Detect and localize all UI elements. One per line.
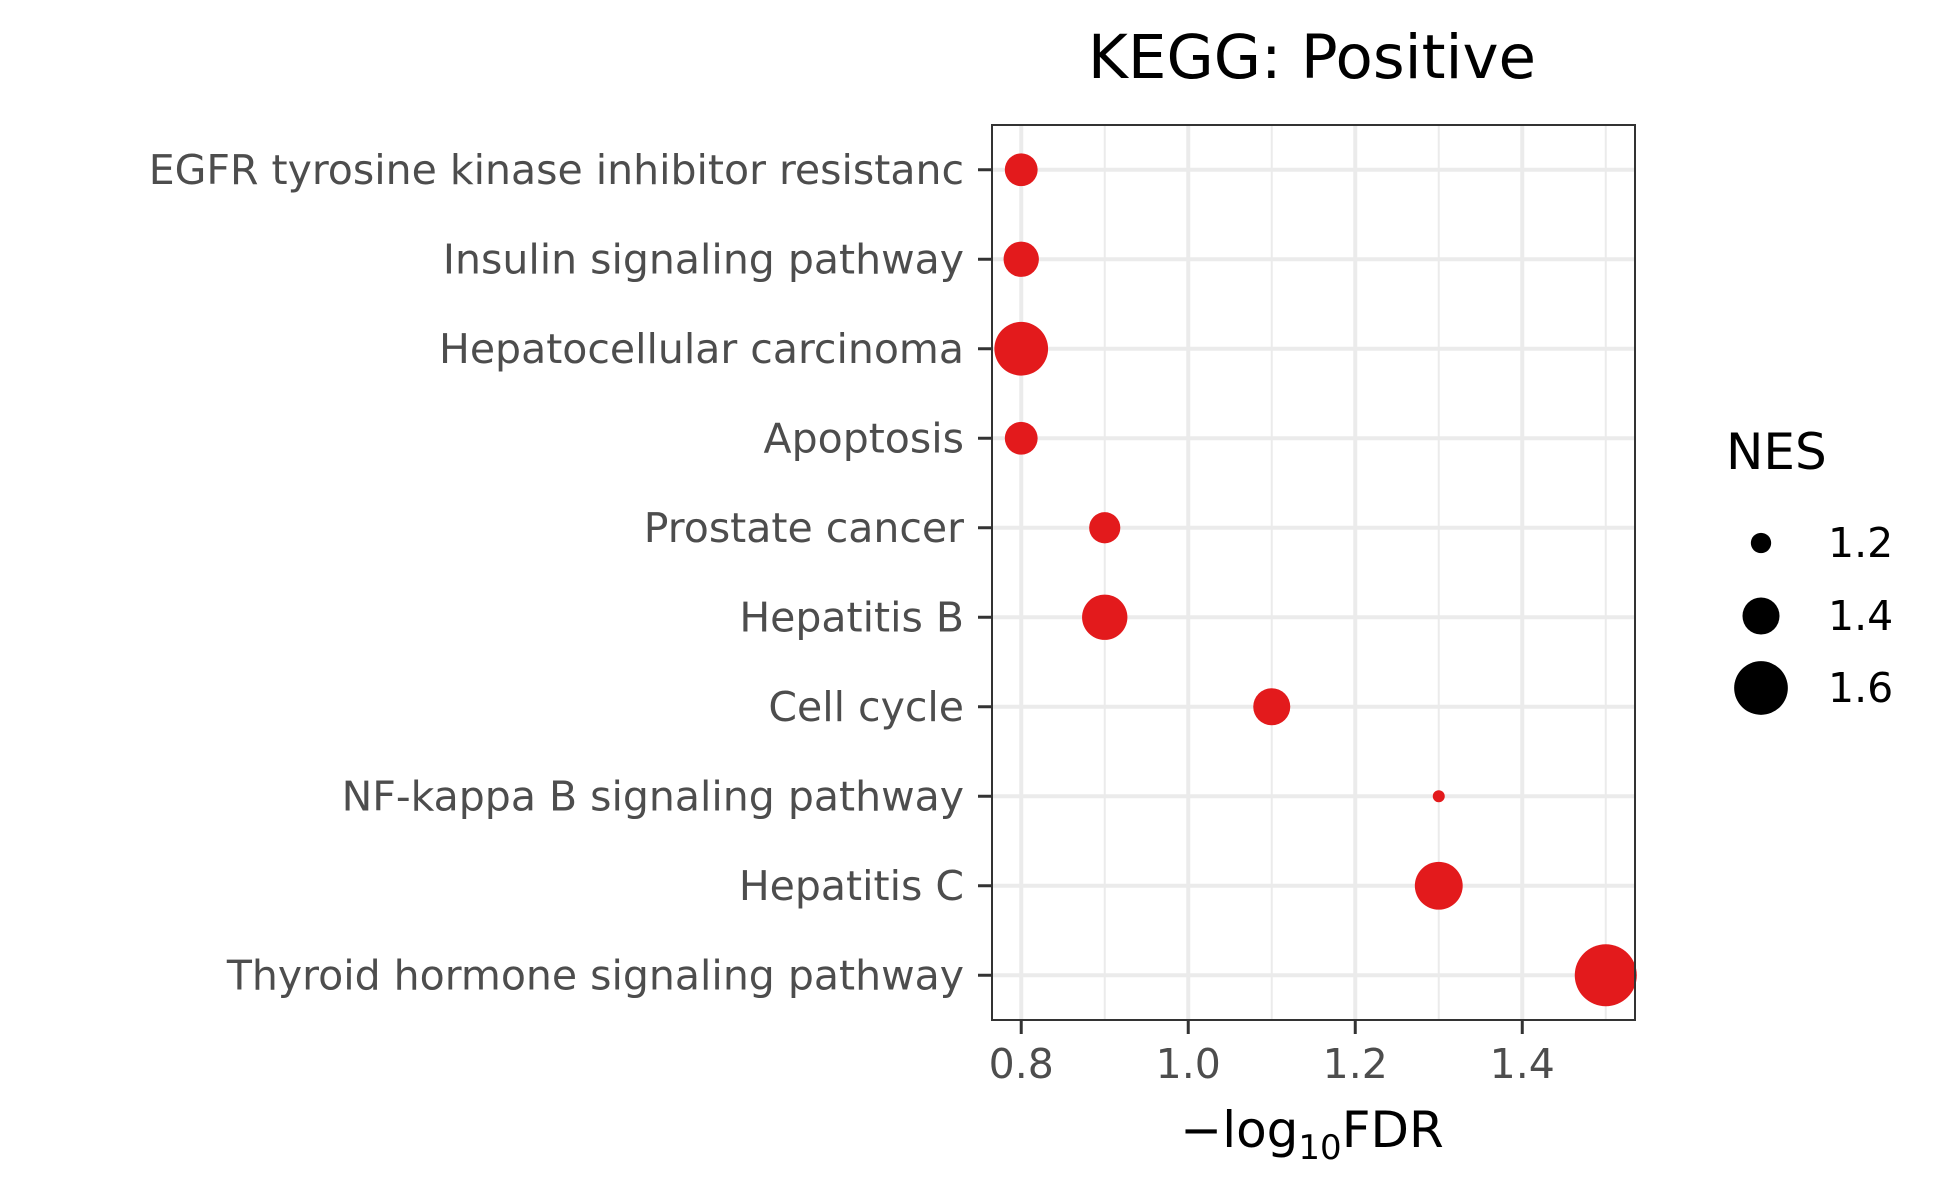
legend-label: 1.2 (1828, 519, 1893, 567)
panel-background (992, 125, 1635, 1020)
x-tick-label: 1.0 (1156, 1040, 1221, 1088)
category-label: Hepatocellular carcinoma (439, 325, 964, 373)
legend-key (1742, 597, 1780, 635)
legend-label: 1.4 (1828, 592, 1893, 640)
data-point (1004, 421, 1038, 455)
x-axis: 0.8 1.0 1.2 1.4 (989, 1020, 1555, 1088)
y-axis: EGFR tyrosine kinase inhibitor resistanc… (149, 146, 992, 999)
legend-key (1734, 661, 1788, 715)
category-label: Hepatitis B (739, 593, 964, 641)
data-point (1082, 594, 1128, 640)
legend-title: NES (1726, 423, 1827, 481)
category-label: Cell cycle (768, 683, 964, 731)
x-axis-title-prefix: −log (1180, 1101, 1298, 1159)
data-point (1432, 790, 1445, 803)
plot-panel (991, 124, 1637, 1021)
category-label: EGFR tyrosine kinase inhibitor resistanc (149, 146, 964, 194)
x-tick-label: 1.2 (1323, 1040, 1388, 1088)
legend-label: 1.6 (1828, 664, 1893, 712)
category-label: Prostate cancer (644, 504, 964, 552)
category-label: NF-kappa B signaling pathway (342, 772, 964, 820)
chart-title: KEGG: Positive (1088, 22, 1536, 93)
size-legend: NES 1.2 1.4 1.6 (1726, 423, 1893, 715)
data-point (994, 321, 1049, 376)
category-label: Insulin signaling pathway (443, 235, 964, 283)
data-point (1003, 241, 1039, 277)
data-point (1414, 861, 1463, 910)
data-point (1004, 153, 1038, 187)
panel-border (991, 124, 1636, 1021)
category-label: Thyroid hormone signaling pathway (226, 951, 964, 999)
x-axis-title-subscript: 10 (1298, 1128, 1341, 1168)
x-axis-title-suffix: FDR (1342, 1101, 1444, 1159)
category-label: Apoptosis (764, 414, 964, 462)
legend-key (1750, 532, 1772, 554)
x-axis-title: −log10FDR (1180, 1101, 1443, 1168)
category-label: Hepatitis C (739, 862, 964, 910)
x-tick-label: 1.4 (1490, 1040, 1555, 1088)
data-point (1574, 944, 1637, 1007)
x-tick-label: 0.8 (989, 1040, 1054, 1088)
data-point (1089, 512, 1121, 544)
data-point (1253, 688, 1291, 726)
